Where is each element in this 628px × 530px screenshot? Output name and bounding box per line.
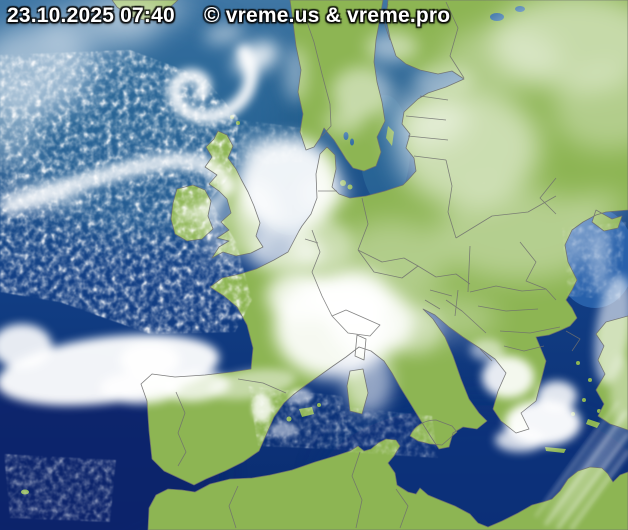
timestamp: 23.10.2025 07:40 — [7, 4, 175, 27]
country-borders — [175, 1, 581, 529]
scandinavia-clouds — [284, 32, 474, 135]
cirrus-band — [550, 412, 628, 524]
iberia-coast-cloud-puffs — [252, 388, 312, 437]
biscay-cloud-band — [0, 324, 296, 406]
copyright-watermark: © vreme.us & vreme.pro — [204, 4, 451, 27]
greece-cloud — [470, 339, 581, 452]
cyclone-outer-puffs — [0, 23, 279, 209]
uk-north-sea-cloud — [200, 137, 352, 274]
